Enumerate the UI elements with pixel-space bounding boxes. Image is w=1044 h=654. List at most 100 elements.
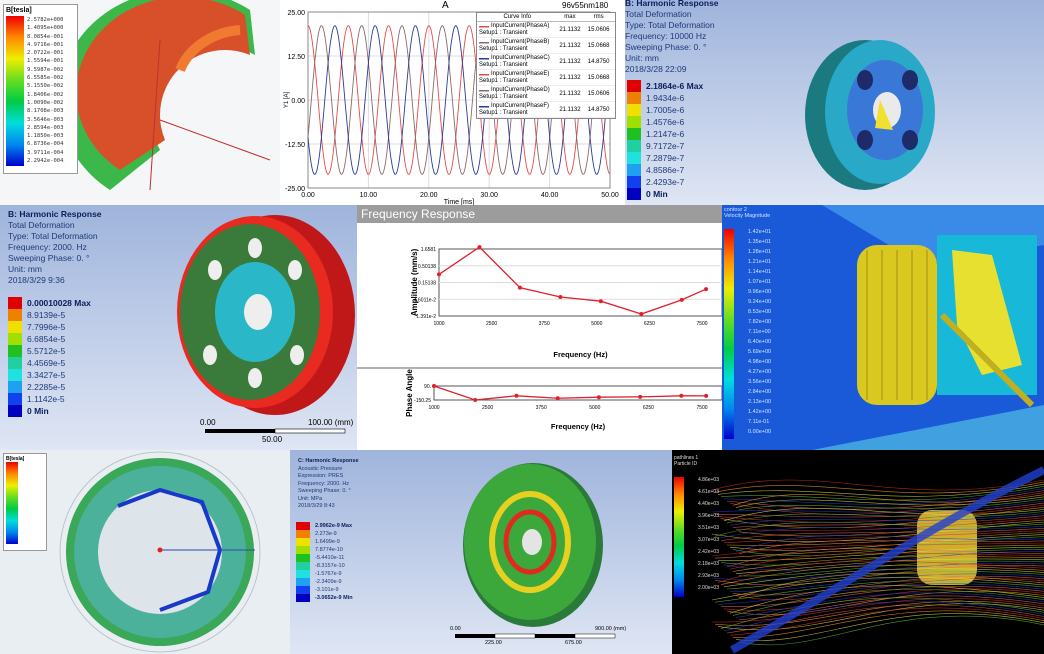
legend-row: 4.8586e-7 (627, 164, 703, 176)
legend-row: -3.101e-9 (296, 586, 353, 594)
cfd-velocity-panel: contour 2 Velocity Magnitude 1.42e+01 1.35e… (722, 205, 1044, 450)
data-point (517, 285, 522, 290)
x-tick-label: 40.00 (541, 192, 559, 199)
legend-swatch (627, 104, 641, 116)
legend-row: InputCurrent(PhaseD) Setup1 : Transient 21… (477, 86, 615, 102)
info-text: Unit: mm (8, 264, 42, 274)
info-text: Frequency: 10000 Hz (625, 31, 707, 41)
legend-value: -5.4410e-11 (315, 555, 345, 561)
data-point (679, 297, 684, 302)
legend-value: 3.07e+03 (698, 537, 719, 543)
stator-ring-view (59, 451, 261, 653)
info-text: Frequency: 2000. Hz (298, 480, 350, 487)
legend-row: 2.273e-9 (296, 530, 353, 538)
legend-swatch (296, 594, 310, 602)
legend-value: 3.56e+00 (748, 379, 772, 385)
legend-value: -8.3157e-10 (315, 563, 345, 569)
curve-max: 21.1132 (559, 58, 581, 65)
curve-sub: Setup1 : Transient (479, 45, 528, 52)
legend-value: 2.42e+03 (698, 549, 719, 555)
legend-swatch (296, 522, 310, 530)
curve-name-cell: InputCurrent(PhaseC) Setup1 : Transient (479, 54, 556, 69)
legend-swatch (8, 333, 22, 345)
pathline (726, 590, 1044, 616)
analysis-info: 2018/3/29 8:43 (298, 503, 359, 511)
analysis-info: Type: Total Deformation (8, 231, 102, 242)
legend-value: 6.40e+00 (748, 339, 772, 345)
legend-swatch (296, 530, 310, 538)
legend-value: 2.84e+00 (748, 389, 772, 395)
pathline (729, 534, 1044, 551)
legend-row: 1.9434e-6 (627, 92, 703, 104)
harmonic-10k-panel: B: Harmonic Response Total Deformation Typ… (625, 0, 1044, 205)
pathline (726, 532, 1044, 546)
current-chart-panel: 25.00 12.50 0.00 -12.50 -25.00 0.00 10.00 20.00… (280, 0, 625, 205)
color-legend: B[tesla] 2.5782e+000 1.4095e+000 8.0854e-0… (3, 4, 78, 174)
legend-row: 0 Min (627, 188, 703, 200)
legend-value: 2.8594e-003 (27, 124, 64, 131)
legend-title: contour 2 (724, 207, 747, 213)
curve-name: InputCurrent(PhaseA) (479, 22, 556, 30)
pathline (720, 597, 1044, 629)
legend-row: 9.7172e-7 (627, 140, 703, 152)
data-point (639, 312, 644, 317)
ring-magnetic-panel: B[tesla] (0, 450, 290, 654)
legend-value: 2.9962e-9 Max (315, 523, 352, 529)
legend-value: 3.96e+03 (698, 513, 719, 519)
y-tick-label: -150.25 (414, 398, 431, 404)
legend-value: 1.42e+00 (748, 409, 772, 415)
curve-name: InputCurrent(PhaseF) (479, 102, 556, 110)
curve-name-cell: InputCurrent(PhaseD) Setup1 : Transient (479, 86, 556, 101)
legend-value: 7.11e-01 (748, 419, 770, 425)
analysis-info: Sweeping Phase: 0. ° (625, 42, 719, 53)
analysis-info: 2018/3/29 9:36 (8, 275, 102, 286)
legend-value: 2.5782e+000 (27, 17, 64, 23)
legend-value: 7.2879e-7 (646, 153, 685, 163)
legend-value: 2.0722e-001 (27, 50, 64, 57)
colorbar (6, 462, 18, 544)
legend-value: 4.9716e-001 (27, 41, 64, 48)
harmonic-2k-panel: B: Harmonic Response Total Deformation Typ… (0, 205, 357, 450)
legend-swatch (8, 309, 22, 321)
legend-value: 1.0090e-002 (27, 99, 64, 106)
scale-start: 0.00 (450, 626, 461, 632)
analysis-title: C: Harmonic Response (298, 458, 359, 466)
scale-end: 100.00 (mm) (308, 418, 354, 427)
curve-name-cell: InputCurrent(PhaseB) Setup1 : Transient (479, 38, 556, 53)
x-tick-label: 2500 (486, 321, 497, 327)
legend-swatch (627, 164, 641, 176)
pathline (738, 519, 1044, 537)
curve-name: InputCurrent(PhaseC) (479, 54, 556, 62)
x-tick-label: 1000 (433, 321, 444, 327)
plot-frame (433, 385, 722, 401)
pathline (711, 598, 1044, 623)
info-text: Frequency: 2000. Hz (8, 242, 87, 252)
wheel-3d-view (805, 40, 935, 190)
legend-title: B[tesla] (6, 7, 32, 14)
pathline (729, 585, 1044, 614)
info-text: 2018/3/29 8:43 (298, 503, 335, 509)
legend-title: Particle ID (674, 461, 698, 467)
legend-value: 2.2942e-004 (27, 158, 64, 165)
legend-value: 6.8736e-004 (27, 141, 64, 148)
y-axis-label: Amplitude (mm/s) (410, 248, 419, 316)
legend-row: -5.4410e-11 (296, 554, 353, 562)
curve-max: 21.1132 (559, 106, 581, 113)
legend-value: -2.3409e-9 (315, 579, 342, 585)
data-point (555, 396, 560, 401)
legend-value: 9.5987e-002 (27, 66, 64, 73)
info-text: Total Deformation (625, 9, 692, 19)
y-tick-label: 1.6581 (421, 247, 437, 253)
legend-value: 1.5594e-001 (27, 58, 64, 65)
pathline (738, 540, 1044, 555)
legend-value: 3.51e+03 (698, 525, 719, 531)
legend-value: 2.4293e-7 (646, 177, 685, 187)
info-text: Expression: PRES (298, 473, 344, 479)
legend-value: 4.27e+00 (748, 369, 772, 375)
scale-end: 900.00 (mm) (595, 626, 627, 632)
pathline (717, 560, 1044, 583)
analysis-header: C: Harmonic Response Acoustic Pressure Exp… (298, 458, 359, 511)
legend-value: 1.1850e-003 (27, 133, 64, 140)
legend-title: pathlines 1 (674, 455, 699, 461)
curve-rms: 14.8750 (587, 58, 610, 65)
